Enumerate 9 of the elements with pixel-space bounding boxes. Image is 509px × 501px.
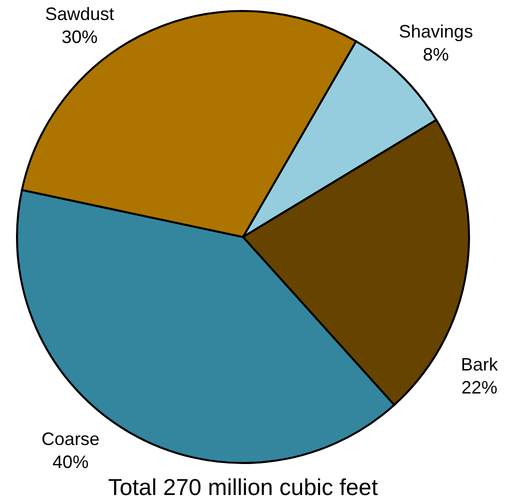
data-label: 40% [52, 452, 89, 472]
data-label: 30% [62, 26, 98, 47]
slice-label: Sawdust [45, 4, 114, 24]
slice-label: Coarse [42, 428, 100, 449]
slice-label: Bark [460, 354, 499, 374]
data-label: 22% [461, 377, 498, 398]
slice-label: Shavings [398, 21, 473, 42]
text: Total 270 million cubic feet [107, 474, 379, 500]
data-label: 8% [422, 44, 449, 64]
